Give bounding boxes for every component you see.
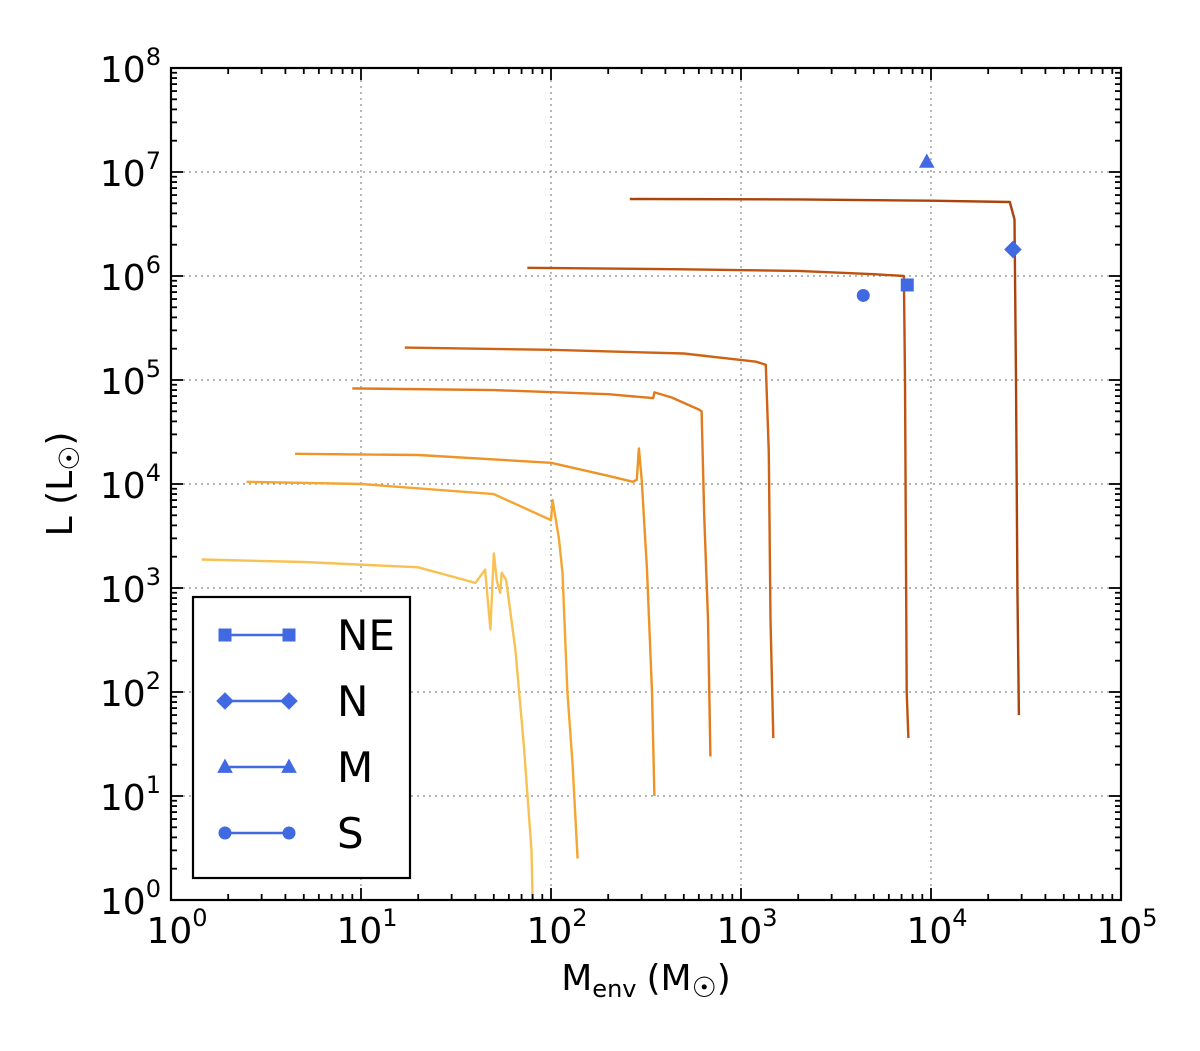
y-axis-label: L (L☉) — [40, 432, 86, 537]
y-axis-label-sun-symbol: ☉ — [53, 446, 86, 471]
data-point-m — [918, 153, 935, 168]
x-axis-label-sun-symbol: ☉ — [692, 971, 717, 1004]
y-tick-label: 105 — [100, 355, 161, 403]
y-tick-label: 101 — [100, 771, 161, 819]
x-axis-label-unit: (M — [646, 958, 691, 999]
series-line-track-2 — [246, 480, 579, 859]
x-axis-label-main: M — [561, 958, 592, 999]
legend-marker-n — [216, 692, 234, 710]
tick-label-base: 10 — [100, 362, 146, 403]
legend-label-s: S — [337, 809, 364, 858]
tick-label-exponent: 3 — [762, 904, 777, 932]
tick-label-exponent: 4 — [952, 904, 967, 932]
tick-label-base: 10 — [100, 570, 146, 611]
tick-label-base: 10 — [100, 778, 146, 819]
y-tick-label: 100 — [100, 875, 161, 923]
x-tick-label: 100 — [146, 904, 207, 952]
legend-label-m: M — [337, 743, 373, 792]
y-tick-label: 103 — [100, 563, 161, 611]
plot-area — [169, 66, 1123, 902]
grid-lines — [171, 68, 1121, 900]
tick-label-exponent: 8 — [146, 43, 161, 71]
tick-label-base: 10 — [100, 154, 146, 195]
tick-label-base: 10 — [146, 911, 192, 952]
tick-label-base: 10 — [100, 258, 146, 299]
tick-label-exponent: 1 — [146, 771, 161, 799]
tick-label-exponent: 6 — [146, 251, 161, 279]
series-line-track-6 — [527, 266, 910, 739]
x-tick-label: 101 — [336, 904, 397, 952]
legend-marker-ne — [218, 628, 232, 642]
data-point-n — [1004, 240, 1022, 259]
axis-ticks — [170, 68, 1121, 901]
data-point-ne — [900, 278, 914, 292]
legend-marker-n — [280, 692, 298, 710]
x-tick-label: 104 — [906, 904, 967, 952]
x-tick-label: 103 — [716, 904, 777, 952]
y-tick-label: 108 — [100, 43, 161, 91]
tick-label-exponent: 5 — [1142, 904, 1157, 932]
tick-label-base: 10 — [336, 911, 382, 952]
x-axis-label-sub: env — [592, 975, 636, 1003]
tick-label-base: 10 — [906, 911, 952, 952]
tick-label-exponent: 0 — [192, 904, 207, 932]
series-line-track-7 — [629, 197, 1021, 716]
tick-label-exponent: 7 — [146, 147, 161, 175]
tick-label-exponent: 2 — [146, 667, 161, 695]
y-tick-label: 104 — [100, 459, 161, 507]
y-tick-label: 102 — [100, 667, 161, 715]
tick-label-exponent: 1 — [382, 904, 397, 932]
series-layer — [201, 197, 1021, 901]
tick-label-exponent: 0 — [146, 875, 161, 903]
tick-label-exponent: 3 — [146, 563, 161, 591]
legend-marker-s — [282, 826, 296, 840]
legend-marker-ne — [282, 628, 296, 642]
legend-marker-m — [217, 758, 233, 773]
tick-label-base: 10 — [716, 911, 762, 952]
x-tick-label: 105 — [1096, 904, 1157, 952]
data-points-layer — [856, 153, 1022, 302]
tick-label-exponent: 4 — [146, 459, 161, 487]
tick-label-base: 10 — [100, 882, 146, 923]
legend-marker-m — [281, 758, 297, 773]
legend-label-n: N — [337, 677, 368, 726]
series-line-track-3 — [295, 447, 656, 797]
legend: NE NMS — [191, 595, 412, 880]
tick-label-base: 10 — [100, 466, 146, 507]
tick-label-base: 10 — [1096, 911, 1142, 952]
series-line-track-1 — [201, 552, 534, 901]
tick-label-base: 10 — [100, 674, 146, 715]
x-tick-labels: 100 101 102 103 104 105 — [146, 904, 1157, 952]
y-tick-label: 107 — [100, 147, 161, 195]
y-tick-label: 106 — [100, 251, 161, 299]
x-tick-label: 102 — [526, 904, 587, 952]
tick-label-base: 10 — [100, 50, 146, 91]
tick-label-exponent: 2 — [572, 904, 587, 932]
legend-marker-s — [218, 826, 232, 840]
legend-label-ne: NE — [337, 611, 395, 660]
series-line-track-5 — [404, 346, 775, 739]
x-axis-label-close: ) — [717, 958, 731, 999]
tick-label-exponent: 5 — [146, 355, 161, 383]
tick-label-base: 10 — [526, 911, 572, 952]
x-axis-label: Menv (M☉) — [561, 958, 731, 1004]
y-axis-label-main: L (L — [40, 471, 81, 537]
data-point-s — [856, 288, 870, 302]
series-line-track-4 — [352, 387, 712, 757]
y-axis-label-close: ) — [40, 432, 81, 446]
